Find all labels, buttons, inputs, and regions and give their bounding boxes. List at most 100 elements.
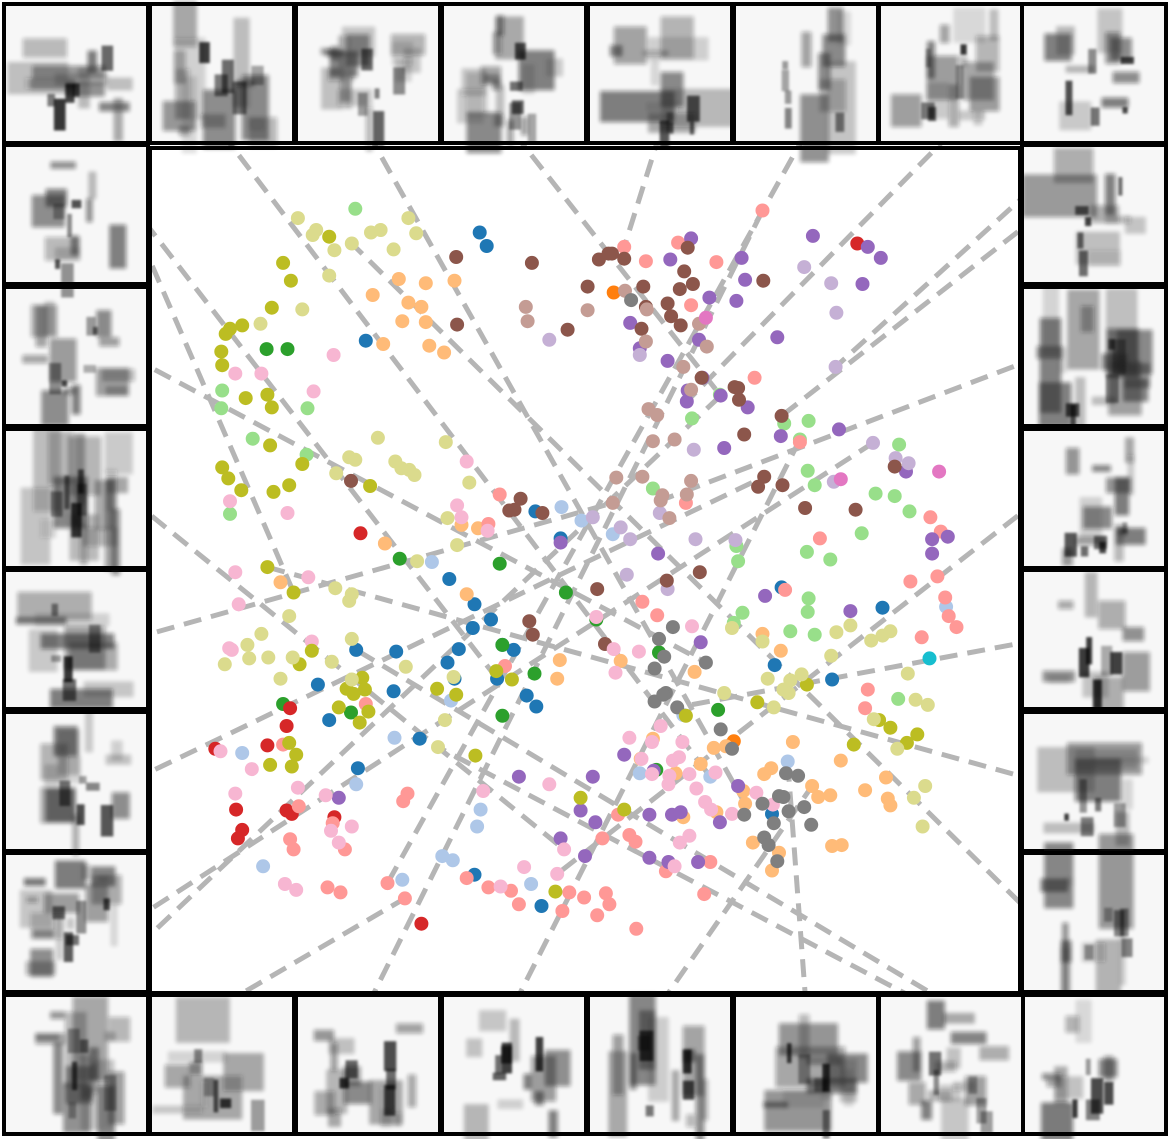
scatter-point — [635, 469, 650, 484]
scatter-point — [711, 702, 726, 717]
scatter-point — [459, 587, 474, 602]
scatter-point — [263, 438, 278, 453]
scatter-point — [918, 779, 933, 793]
scatter-point — [550, 671, 565, 686]
scatter-point — [829, 305, 844, 320]
scatter-point — [652, 631, 666, 646]
scatter-point — [622, 828, 637, 842]
scatter-point — [414, 299, 429, 314]
scatter-point — [645, 767, 659, 782]
scatter-point — [622, 730, 637, 745]
scatter-point — [799, 544, 814, 559]
scatter-point — [672, 835, 687, 850]
scatter-point — [833, 753, 848, 768]
scatter-point — [217, 657, 232, 672]
scatter-point — [438, 435, 453, 450]
scatter-point — [670, 700, 685, 715]
scatter-point — [473, 802, 488, 817]
scatter-point — [273, 671, 288, 686]
scatter-point — [685, 411, 699, 426]
scatter-point — [807, 627, 822, 642]
scatter-point — [779, 766, 793, 781]
scatter-point — [770, 330, 785, 345]
spectrogram-inset — [2, 285, 150, 428]
scatter-point — [605, 495, 620, 510]
scatter-point — [555, 904, 570, 918]
scatter-point — [459, 871, 474, 886]
scatter-point — [577, 890, 592, 905]
scatter-point — [677, 264, 692, 279]
spectrogram-inset — [1020, 993, 1168, 1139]
scatter-point — [709, 255, 724, 270]
scatter-point — [479, 239, 494, 253]
scatter-point — [797, 260, 812, 275]
scatter-point — [589, 610, 604, 624]
connector-line — [127, 213, 296, 594]
scatter-point — [324, 823, 338, 838]
connector-line — [354, 647, 953, 1008]
scatter-point — [725, 806, 739, 821]
scatter-point — [623, 532, 638, 547]
scatter-point — [685, 619, 699, 634]
scatter-point — [631, 644, 646, 659]
scatter-point — [213, 744, 228, 759]
scatter-point — [930, 569, 945, 584]
scatter-point — [280, 506, 295, 520]
scatter-point — [562, 885, 577, 900]
scatter-point — [552, 653, 567, 668]
scatter-point — [376, 337, 391, 351]
scatter-point — [915, 819, 930, 834]
scatter-point — [828, 359, 843, 374]
scatter-point — [811, 790, 826, 804]
scatter-point — [634, 321, 649, 336]
scatter-point — [900, 666, 915, 681]
scatter-point — [346, 686, 361, 701]
spectrogram-inset — [1020, 2, 1168, 145]
scatter-point — [693, 635, 708, 650]
connector-line — [350, 241, 1042, 925]
scatter-point — [920, 697, 935, 712]
scatter-point — [350, 761, 365, 776]
scatter-point — [940, 529, 955, 544]
scatter-point — [595, 831, 610, 846]
scatter-point — [282, 478, 297, 493]
scatter-point — [585, 769, 600, 784]
scatter-point — [574, 513, 589, 528]
scatter-point — [230, 831, 245, 846]
scatter-point — [660, 353, 675, 368]
scatter-point — [638, 334, 653, 349]
spectrogram-inset — [732, 2, 880, 163]
scatter-point — [263, 757, 278, 772]
scatter-point — [823, 552, 838, 567]
spectrogram-inset — [877, 2, 1025, 145]
scatter-point — [328, 581, 343, 596]
scatter-point — [553, 535, 568, 550]
scatter-point — [277, 877, 292, 891]
scatter-point — [800, 604, 815, 619]
scatter-point — [684, 298, 699, 313]
scatter-point — [224, 642, 239, 657]
scatter-point — [761, 838, 776, 853]
scatter-point — [855, 277, 870, 291]
scatter-point — [590, 582, 605, 597]
scatter-point — [688, 532, 703, 547]
scatter-point — [454, 510, 469, 525]
spectrogram-inset — [1020, 284, 1168, 451]
scatter-point — [938, 590, 953, 605]
scatter-point — [766, 700, 781, 715]
scatter-point — [623, 315, 638, 330]
scatter-point — [729, 293, 744, 308]
scatter-point — [327, 243, 342, 258]
scatter-point — [245, 431, 260, 446]
spectrogram-inset — [148, 993, 296, 1136]
scatter-point — [259, 342, 274, 357]
scatter-point — [770, 854, 785, 869]
scatter-point — [883, 798, 898, 813]
scatter-point — [300, 401, 315, 416]
scatter-point — [702, 290, 717, 305]
scatter-point — [214, 344, 229, 359]
scatter-point — [279, 719, 294, 733]
